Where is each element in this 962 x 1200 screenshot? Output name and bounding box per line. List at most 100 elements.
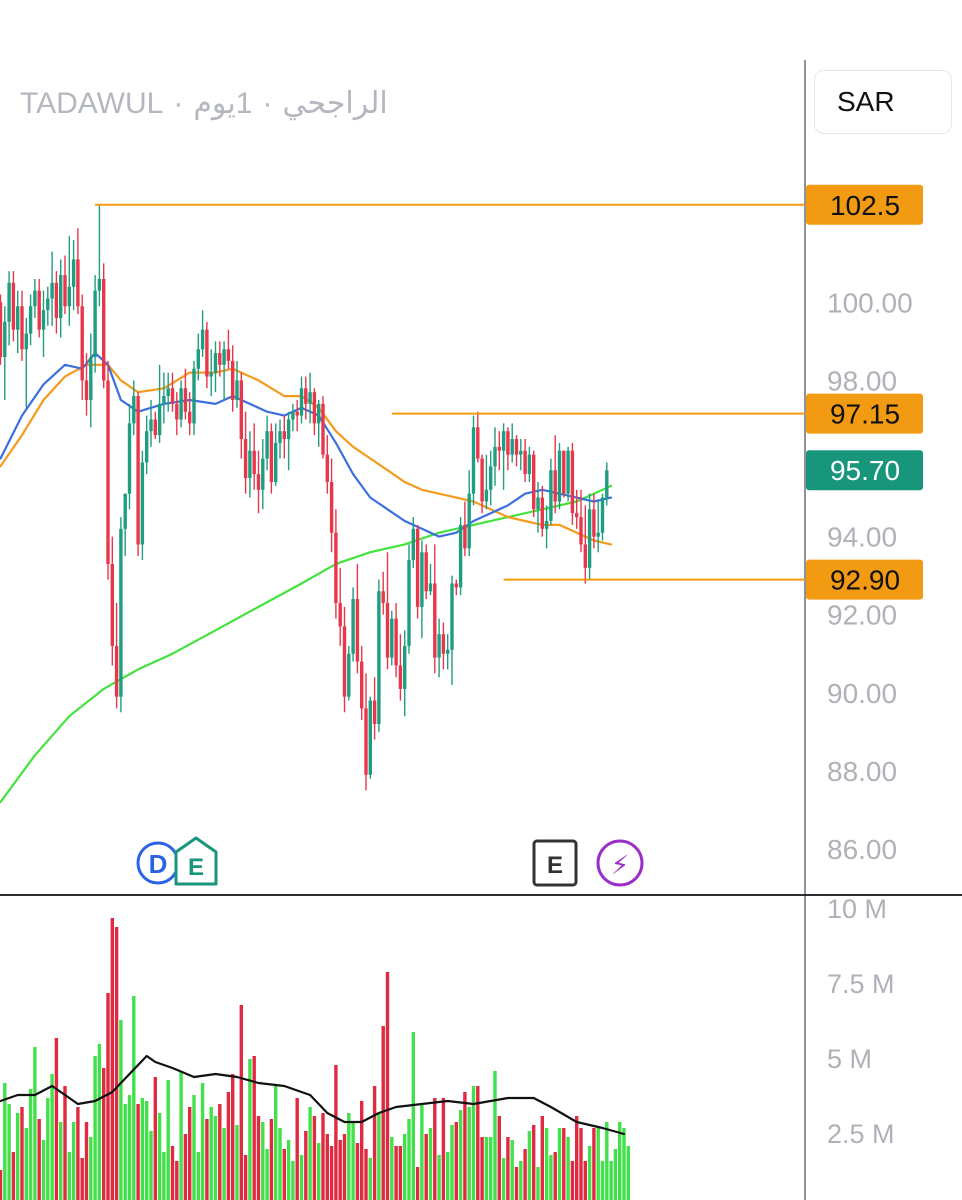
currency-button[interactable]: SAR — [814, 70, 952, 134]
volume-bar — [605, 1122, 609, 1200]
volume-bar — [286, 1140, 291, 1200]
market-label: الراجحي — [282, 87, 388, 120]
volume-bar — [372, 1086, 377, 1200]
volume-bar — [20, 1107, 24, 1200]
volume-bar — [140, 1098, 145, 1200]
volume-bar — [278, 1128, 282, 1200]
candle-body — [372, 700, 377, 725]
volume-bar — [67, 1152, 71, 1200]
candle-body — [93, 290, 97, 358]
dividend-letter: D — [149, 849, 168, 879]
candle-body — [329, 481, 334, 533]
volume-bar — [28, 1089, 33, 1200]
volume-bar — [600, 1161, 605, 1200]
volume-bar — [317, 1143, 321, 1200]
flash-marker-icon[interactable]: ⚡ — [596, 839, 644, 887]
candle-body — [37, 290, 41, 330]
volume-bar — [592, 1128, 596, 1200]
candle-body — [179, 388, 183, 420]
volume-bar — [510, 1140, 514, 1200]
volume-bar — [321, 1113, 325, 1200]
volume-bar — [583, 1161, 587, 1200]
candle-body — [325, 454, 329, 482]
candle-body — [291, 411, 295, 420]
volume-bar — [205, 1119, 209, 1200]
volume-bar — [7, 1104, 11, 1200]
volume-bar — [540, 1116, 544, 1200]
candle-body — [67, 286, 71, 307]
volume-bar — [519, 1161, 523, 1200]
earnings-marker-icon[interactable]: E — [174, 836, 218, 886]
candle-body — [562, 450, 566, 494]
candle-body — [235, 380, 239, 400]
candle-body — [140, 462, 145, 545]
volume-bar — [562, 1128, 566, 1200]
volume-bar — [394, 1146, 398, 1200]
volume-bar — [493, 1071, 497, 1200]
candle-body — [102, 278, 106, 381]
volume-bar — [575, 1116, 579, 1200]
volume-bar — [54, 1038, 59, 1200]
candle-body — [33, 290, 37, 307]
candle-body — [428, 583, 433, 592]
volume-bar — [626, 1146, 630, 1200]
volume-bar — [489, 1137, 493, 1200]
candle-body — [553, 470, 557, 502]
volume-bar — [149, 1131, 153, 1200]
header-separator: · — [262, 87, 273, 120]
volume-bar — [226, 1092, 231, 1200]
moving-average-orange — [0, 363, 613, 546]
candle-body — [480, 458, 484, 502]
candle-body — [446, 649, 450, 654]
volume-bar — [16, 1113, 20, 1200]
volume-bar — [398, 1146, 403, 1200]
volume-bar — [239, 1005, 243, 1200]
dividend-marker-icon[interactable]: D — [136, 841, 180, 885]
volume-bar — [132, 996, 136, 1200]
volume-bar — [179, 1071, 183, 1200]
candle-body — [527, 454, 532, 475]
price-tick-label: 92.00 — [827, 600, 897, 631]
candle-body — [157, 403, 162, 436]
candle-body — [566, 450, 570, 494]
volume-bar — [299, 1155, 304, 1200]
current-price-badge — [806, 450, 923, 491]
volume-bar — [231, 1074, 235, 1200]
candle-body — [424, 552, 428, 592]
candle-body — [170, 388, 175, 404]
volume-bar — [157, 1113, 162, 1200]
price-level-badge — [806, 559, 923, 600]
price-tick-label: 86.00 — [827, 834, 897, 865]
volume-bar — [338, 1140, 342, 1200]
volume-bar — [514, 1167, 519, 1200]
volume-bar — [312, 1116, 317, 1200]
candle-body — [510, 439, 514, 455]
candle-body — [592, 509, 596, 537]
volume-bar — [261, 1122, 265, 1200]
volume-bar — [89, 1137, 93, 1200]
volume-bar — [467, 1107, 471, 1200]
earnings-marker-icon[interactable]: E — [532, 839, 578, 887]
candle-body — [441, 634, 446, 654]
volume-tick-label: 5 M — [827, 1044, 872, 1074]
symbol-header[interactable]: TADAWUL · الراجحي · 1يوم — [20, 82, 388, 126]
candle-body — [544, 521, 549, 529]
candle-body — [239, 380, 243, 440]
candle-body — [24, 333, 28, 350]
candle-body — [501, 431, 506, 451]
volume-bar — [501, 1158, 506, 1200]
candle-body — [16, 306, 20, 330]
volume-bar — [415, 1167, 420, 1200]
candle-body — [497, 446, 501, 451]
candle-body — [80, 306, 84, 381]
volume-bar — [566, 1137, 570, 1200]
volume-bar — [557, 1128, 562, 1200]
price-tick-label: 94.00 — [827, 522, 897, 553]
volume-bar — [329, 1146, 334, 1200]
volume-bar — [63, 1086, 67, 1200]
price-tick-label: 98.00 — [827, 365, 897, 396]
volume-bar — [200, 1083, 205, 1200]
candle-body — [415, 528, 420, 607]
volume-bar — [222, 1128, 226, 1200]
